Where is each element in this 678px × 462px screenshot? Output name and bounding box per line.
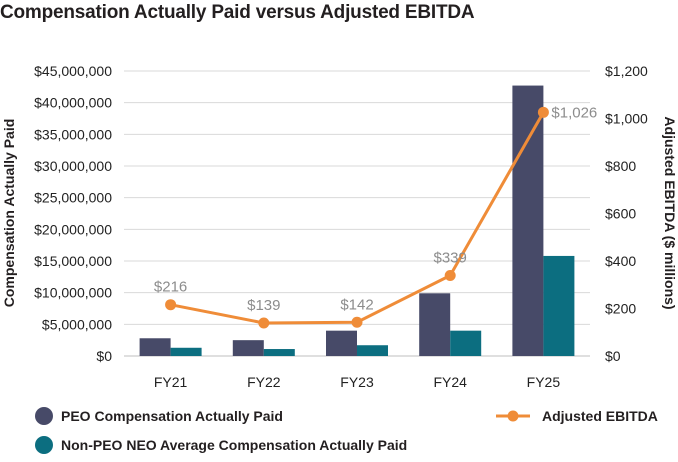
ebitda-point <box>351 316 363 328</box>
left-axis-ticks: $0 $5,000,000 $10,000,000 $15,000,000 $20,00… <box>34 63 112 364</box>
y-tick-label: $20,000,000 <box>34 221 112 237</box>
x-tick-label: FY23 <box>340 374 374 390</box>
y-tick-label: $35,000,000 <box>34 126 112 142</box>
data-labels: $216 $139 $142 $339 $1,026 <box>154 104 597 314</box>
right-axis-ticks: $0 $200 $400 $600 $800 $1,000 $1,200 <box>605 63 648 364</box>
y-tick-label: $5,000,000 <box>42 316 112 332</box>
bar-peo <box>326 330 357 356</box>
chart-title: Compensation Actually Paid versus Adjust… <box>0 2 475 23</box>
bar-peo <box>232 340 264 356</box>
y-tick-label: $45,000,000 <box>34 63 112 79</box>
x-tick-label: FY21 <box>154 374 188 390</box>
legend: PEO Compensation Actually Paid Non-PEO N… <box>35 407 658 454</box>
y2-tick-label: $800 <box>605 158 636 174</box>
y2-tick-label: $1,200 <box>605 63 648 79</box>
ebitda-line <box>165 106 549 329</box>
ebitda-data-label: $139 <box>247 297 280 314</box>
bar-peo <box>419 293 451 356</box>
y2-axis-title: Adjusted EBITDA ($ millions) <box>662 116 678 309</box>
ebitda-data-label: $216 <box>154 279 187 296</box>
y2-tick-label: $1,000 <box>605 111 648 127</box>
x-tick-label: FY24 <box>433 374 467 390</box>
y-tick-label: $30,000,000 <box>34 158 112 174</box>
bar-neo <box>357 345 388 356</box>
x-tick-label: FY22 <box>247 374 281 390</box>
y2-tick-label: $200 <box>605 301 636 317</box>
y-tick-label: $25,000,000 <box>34 190 112 206</box>
y-axis-title: Compensation Actually Paid <box>1 119 17 308</box>
bar-neo <box>170 347 202 356</box>
y-tick-label: $0 <box>96 348 112 364</box>
bar-neo <box>450 330 482 356</box>
ebitda-data-label: $1,026 <box>551 104 597 121</box>
bars <box>139 85 575 357</box>
ebitda-point <box>444 269 456 281</box>
bar-neo <box>543 255 575 356</box>
legend-marker-neo <box>35 436 53 454</box>
x-tick-label: FY25 <box>527 374 561 390</box>
ebitda-point <box>537 106 549 118</box>
bar-neo <box>263 349 295 356</box>
y2-tick-label: $600 <box>605 206 636 222</box>
ebitda-data-label: $339 <box>434 249 467 266</box>
legend-marker-ebitda-dot <box>507 410 519 422</box>
legend-marker-peo <box>35 407 53 425</box>
ebitda-point <box>258 317 270 329</box>
y2-tick-label: $400 <box>605 253 636 269</box>
bar-peo <box>139 338 171 356</box>
ebitda-data-label: $142 <box>340 296 373 313</box>
ebitda-point <box>165 299 177 311</box>
ebitda-line-path <box>170 111 545 325</box>
y-tick-label: $10,000,000 <box>34 285 112 301</box>
y2-tick-label: $0 <box>605 348 621 364</box>
y-tick-label: $15,000,000 <box>34 253 112 269</box>
legend-label-neo: Non-PEO NEO Average Compensation Actuall… <box>61 437 407 453</box>
x-axis-ticks: FY21 FY22 FY23 FY24 FY25 <box>154 374 560 390</box>
y-tick-label: $40,000,000 <box>34 95 112 111</box>
bar-peo <box>512 85 544 357</box>
legend-label-peo: PEO Compensation Actually Paid <box>61 408 283 424</box>
legend-label-ebitda: Adjusted EBITDA <box>542 408 658 424</box>
